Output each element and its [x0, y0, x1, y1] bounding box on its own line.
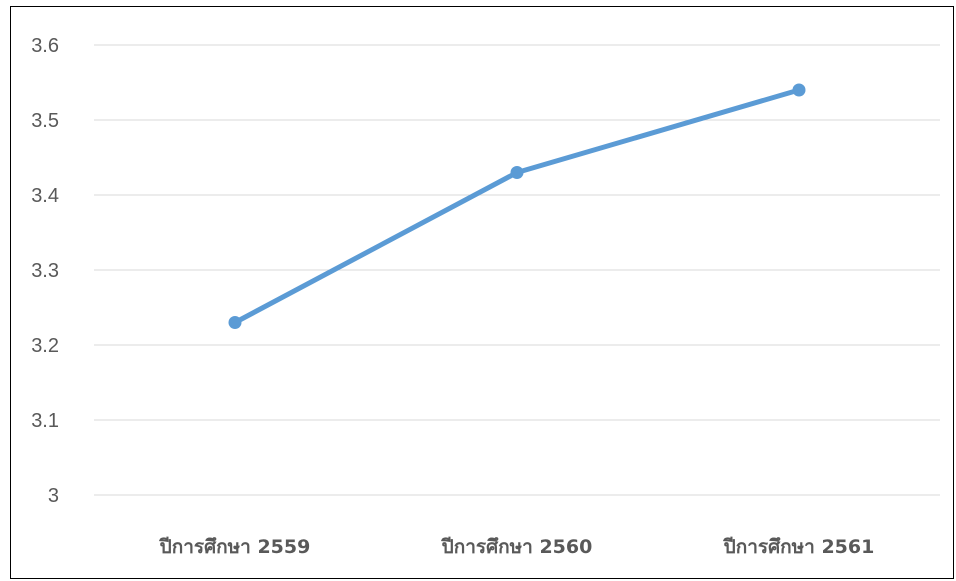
chart-frame: [10, 6, 954, 579]
y-tick-label: 3.2: [31, 335, 59, 357]
x-tick-label: ปีการศึกษา 2561: [723, 536, 874, 558]
y-tick-label: 3: [48, 485, 59, 507]
series-line: [232, 87, 802, 325]
series-group: [228, 83, 806, 329]
data-point: [510, 166, 524, 179]
data-point: [792, 83, 806, 97]
data-point: [228, 316, 242, 329]
y-tick-label: 3.6: [31, 35, 59, 57]
x-tick-label: ปีการศึกษา 2559: [159, 536, 310, 558]
gridlines: [94, 44, 940, 496]
x-tick-label: ปีการศึกษา 2560: [441, 536, 592, 558]
y-axis-tick-labels: 3 3.1 3.2 3.3 3.4 3.5 3.6: [31, 35, 59, 507]
y-tick-label: 3.5: [31, 110, 59, 132]
y-tick-label: 3.3: [31, 260, 59, 282]
y-tick-label: 3.4: [31, 185, 59, 207]
x-axis-tick-labels: ปีการศึกษา 2559 ปีการศึกษา 2560 ปีการศึกษา…: [159, 536, 874, 558]
y-tick-label: 3.1: [31, 410, 59, 432]
